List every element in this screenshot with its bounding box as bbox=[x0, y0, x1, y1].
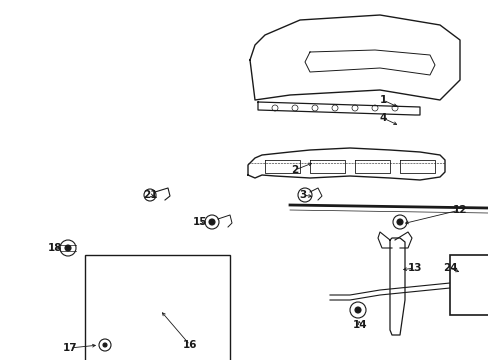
Text: 4: 4 bbox=[379, 113, 386, 123]
Text: 16: 16 bbox=[183, 340, 197, 350]
Text: 21: 21 bbox=[142, 190, 157, 200]
Text: 17: 17 bbox=[62, 343, 77, 353]
Text: 13: 13 bbox=[407, 263, 421, 273]
Text: 3: 3 bbox=[299, 190, 306, 200]
Text: 18: 18 bbox=[48, 243, 62, 253]
Text: 14: 14 bbox=[352, 320, 366, 330]
Circle shape bbox=[208, 219, 215, 225]
Text: 1: 1 bbox=[379, 95, 386, 105]
Text: 15: 15 bbox=[192, 217, 207, 227]
Circle shape bbox=[65, 245, 71, 251]
Text: 24: 24 bbox=[442, 263, 456, 273]
Circle shape bbox=[396, 219, 402, 225]
Text: 2: 2 bbox=[291, 165, 298, 175]
Bar bbox=[85, 255, 229, 360]
Bar bbox=[449, 255, 488, 315]
Circle shape bbox=[103, 343, 107, 347]
Circle shape bbox=[354, 307, 360, 313]
Text: 12: 12 bbox=[452, 205, 467, 215]
